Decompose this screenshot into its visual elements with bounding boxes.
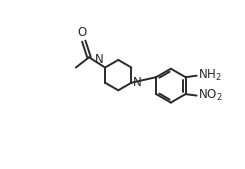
Text: NO$_2$: NO$_2$ (198, 88, 222, 103)
Text: N: N (95, 53, 103, 66)
Text: NH$_2$: NH$_2$ (198, 68, 221, 83)
Text: O: O (78, 26, 87, 39)
Text: N: N (133, 76, 142, 89)
